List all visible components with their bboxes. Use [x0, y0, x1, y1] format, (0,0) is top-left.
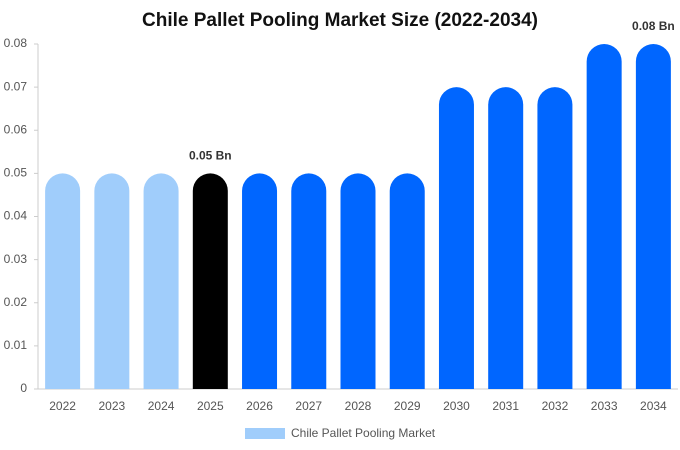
y-tick-label: 0.03: [4, 252, 28, 266]
x-tick-label: 2026: [246, 399, 273, 413]
y-tick-label: 0: [20, 381, 27, 395]
bar: [389, 173, 425, 389]
bar: [192, 173, 228, 389]
legend-swatch: [245, 428, 285, 439]
legend-label: Chile Pallet Pooling Market: [291, 426, 436, 440]
x-tick-label: 2032: [542, 399, 569, 413]
data-label: 0.08 Bn: [632, 19, 675, 33]
y-tick-label: 0.01: [4, 338, 28, 352]
x-tick-label: 2027: [295, 399, 322, 413]
y-tick-label: 0.06: [4, 122, 28, 136]
x-tick-label: 2029: [394, 399, 421, 413]
x-tick-label: 2034: [640, 399, 667, 413]
x-tick-label: 2023: [98, 399, 125, 413]
bar: [94, 173, 130, 389]
y-tick-label: 0.08: [4, 36, 28, 50]
x-tick-label: 2031: [492, 399, 519, 413]
bar: [143, 173, 179, 389]
x-tick-label: 2025: [197, 399, 224, 413]
bar: [537, 87, 573, 389]
bar: [586, 44, 622, 389]
y-tick-label: 0.05: [4, 166, 28, 180]
bar: [438, 87, 474, 389]
bar: [488, 87, 524, 389]
x-tick-label: 2024: [148, 399, 175, 413]
bar: [45, 173, 81, 389]
data-label: 0.05 Bn: [189, 149, 232, 163]
bar: [340, 173, 376, 389]
bar: [291, 173, 327, 389]
bar: [242, 173, 278, 389]
bar: [635, 44, 671, 389]
y-tick-label: 0.04: [4, 209, 28, 223]
x-tick-label: 2033: [591, 399, 618, 413]
x-tick-label: 2028: [345, 399, 372, 413]
x-tick-label: 2030: [443, 399, 470, 413]
y-tick-label: 0.02: [4, 295, 28, 309]
chart-title: Chile Pallet Pooling Market Size (2022-2…: [142, 10, 538, 31]
y-tick-label: 0.07: [4, 79, 28, 93]
x-tick-label: 2022: [49, 399, 76, 413]
